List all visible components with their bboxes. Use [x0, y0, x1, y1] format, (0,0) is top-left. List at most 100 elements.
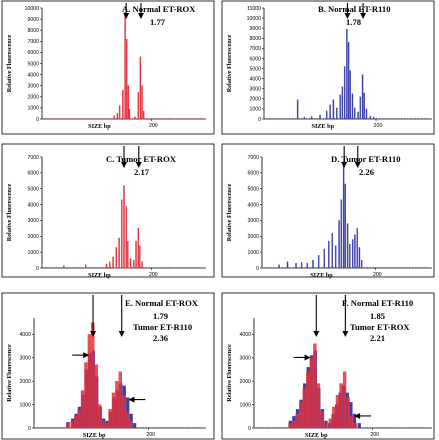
arrow-head [342, 331, 349, 337]
panel-title: F. Normal ET-R110 [342, 298, 413, 308]
peak-bar [306, 371, 310, 429]
y-tick-label: 3000 [247, 218, 259, 224]
panel-frame [1, 0, 215, 135]
y-tick-label: 3000 [239, 356, 251, 362]
series-2 [288, 343, 357, 429]
panel-a: 0 1000 2000 3000 4000 5000 6000 7000 8000 9000 100… [1, 0, 215, 135]
peak-bar [91, 322, 95, 429]
peak-bar [357, 111, 359, 120]
peak-bar [342, 371, 347, 429]
arrows [121, 146, 142, 168]
y-tick-label: 4000 [27, 202, 39, 208]
peak-bar [357, 423, 361, 429]
x-tick-label: 200 [149, 272, 158, 278]
peak-bar [313, 343, 317, 429]
peak-bar [141, 85, 143, 120]
peak-bar [351, 93, 354, 120]
panel-ratio: 1.79 [153, 311, 168, 321]
peak-bar [306, 263, 309, 269]
arrow-head [344, 13, 351, 19]
arrow-head [83, 352, 90, 359]
peak-bar [139, 245, 141, 269]
y-tick-label: 0 [36, 266, 39, 272]
peak-bar [126, 38, 128, 120]
y-tick-label: 3000 [27, 218, 39, 224]
peak-bar [141, 261, 143, 269]
y-tick-label: 6000 [27, 171, 39, 177]
peak-bar [320, 411, 324, 429]
peak-bar [80, 390, 85, 429]
y-axis-title: Relative Fluorescence [6, 184, 13, 242]
peak-bar [87, 334, 92, 429]
series-2 [65, 322, 133, 429]
y-tick-label: 0 [28, 426, 31, 432]
peak-bar [336, 107, 338, 120]
y-axis-title: Relative Fluorescence [226, 344, 233, 402]
peak-bar [139, 56, 142, 120]
y-tick-label: 8000 [249, 36, 261, 42]
panel-frame [221, 0, 435, 135]
peak-bar [331, 232, 333, 269]
x-tick-label: 200 [374, 123, 383, 129]
peak-bar [299, 402, 303, 429]
peak-bar [94, 364, 98, 429]
x-tick-label: 200 [373, 272, 382, 278]
y-tick-label: 1000 [247, 250, 259, 256]
arrow-head [90, 331, 97, 337]
y-tick-label: 7000 [27, 155, 39, 161]
peak-bar [278, 264, 280, 269]
y-tick-label: 11000 [247, 6, 261, 12]
peak-bar [310, 116, 313, 120]
panel-frame [1, 143, 215, 278]
peak-bar [369, 115, 372, 120]
peak-bar [363, 92, 365, 120]
peak-bar [361, 259, 363, 269]
peak-bar [77, 409, 81, 429]
panel-title: B. Normal ET-R110 [318, 4, 391, 14]
panel-title: D. Tumor ET-R110 [331, 154, 401, 164]
peak-bar [338, 220, 340, 269]
x-axis-title: SIZE bp [305, 432, 328, 439]
panel-ratio: Tumor ET-R110 [133, 322, 192, 332]
peak-bar [122, 89, 124, 120]
arrows [341, 146, 361, 168]
arrow-head [137, 13, 144, 19]
peak-bar [134, 116, 136, 120]
y-tick-label: 2000 [239, 379, 251, 385]
peak-bar [137, 228, 139, 269]
peak-bar [123, 185, 125, 269]
y-tick-label: 5000 [247, 187, 259, 193]
peak-bar [116, 113, 119, 120]
peak-bar [349, 70, 351, 120]
peak-bar [300, 262, 303, 269]
y-tick-label: 6000 [27, 50, 39, 56]
panel-ratio: 2.17 [134, 167, 150, 177]
peak-bar [296, 99, 299, 120]
y-tick-label: 0 [258, 117, 261, 123]
peak-bar [65, 423, 70, 429]
peak-bar [346, 29, 348, 120]
x-tick-label: 200 [149, 123, 158, 129]
peak-bar [108, 409, 112, 429]
peak-bar [339, 383, 343, 429]
peak-bar [115, 247, 118, 269]
y-tick-label: 10000 [247, 16, 262, 22]
peak-bar [353, 423, 357, 429]
y-axis-title: Relative Fluorescence [6, 35, 13, 93]
peak-bar [365, 108, 368, 120]
panel-ratio: 2.21 [370, 333, 385, 343]
peak-bar [346, 397, 350, 429]
panel-title: E. Normal ET-ROX [125, 298, 199, 308]
y-tick-label: 2000 [19, 379, 31, 385]
panel-ratio: 1.85 [370, 311, 385, 321]
peak-bar [354, 234, 356, 269]
panel-e: 0 1000 2000 3000 4000 200 SIZE bp Relative Fluo… [1, 292, 215, 440]
peak-bar [326, 110, 328, 120]
peak-bar [124, 12, 126, 120]
panel-ratio: 2.36 [153, 333, 169, 343]
peak-bar [347, 42, 350, 120]
y-tick-label: 9000 [27, 17, 39, 23]
y-tick-label: 5000 [249, 66, 261, 72]
peak-bar [339, 94, 341, 120]
